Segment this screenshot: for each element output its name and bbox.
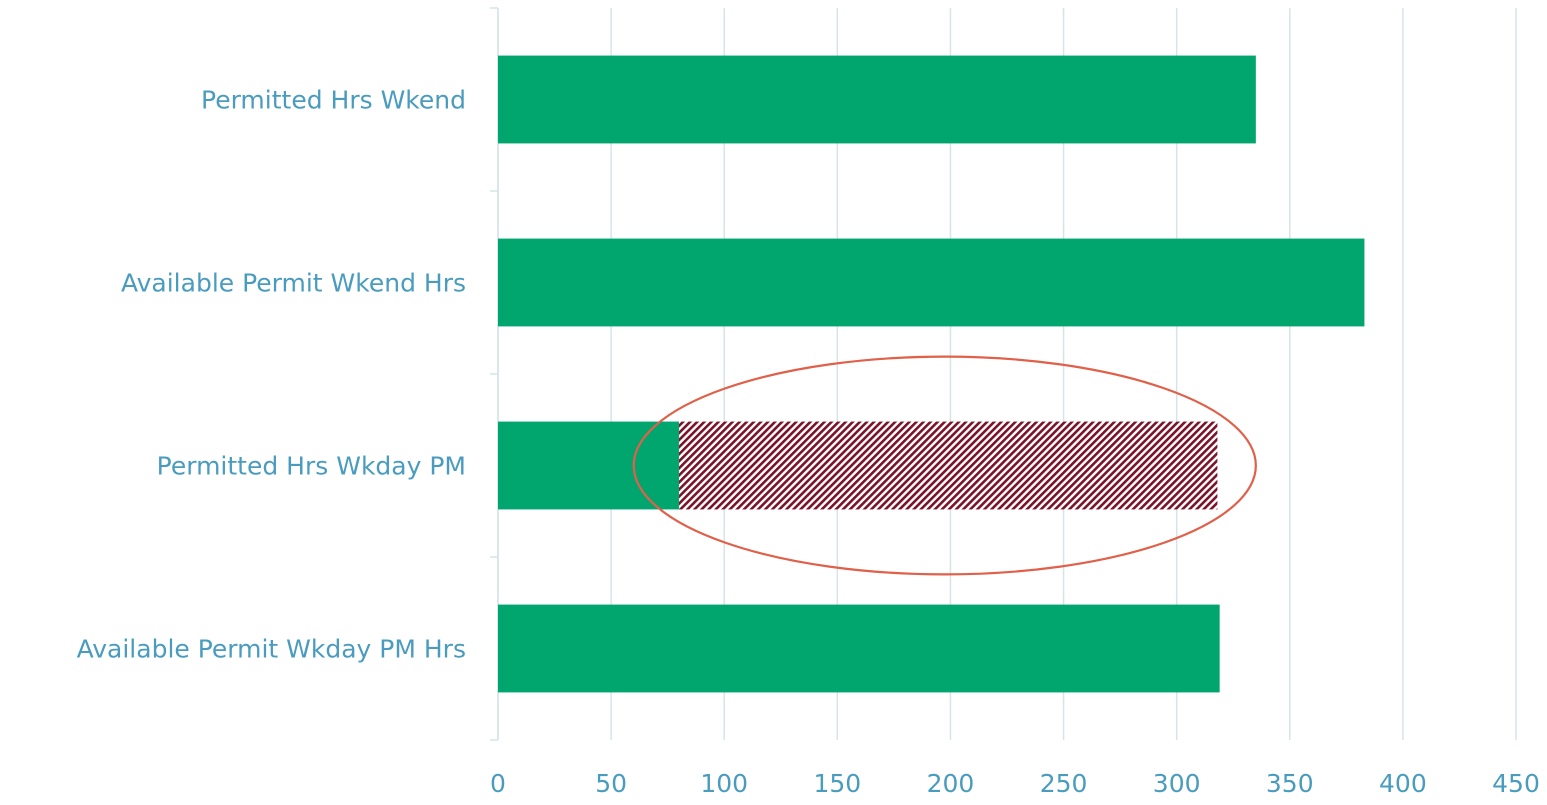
x-tick-label-350: 350	[1266, 769, 1314, 798]
bars-layer	[498, 55, 1365, 693]
bar-0-2	[498, 421, 679, 510]
bar-1-2	[678, 421, 1218, 510]
category-label-3: Available Permit Wkday PM Hrs	[77, 635, 466, 664]
x-tick-label-300: 300	[1153, 769, 1201, 798]
labels-layer: 0 50 100 150 200 250 300 350 400 450 Permitted Hrs…	[77, 86, 1540, 799]
x-tick-label-150: 150	[813, 769, 861, 798]
annotation-ellipse-0	[632, 355, 1257, 576]
x-tick-label-450: 450	[1492, 769, 1540, 798]
x-tick-label-200: 200	[927, 769, 975, 798]
x-tick-label-0: 0	[490, 769, 506, 798]
x-tick-label-50: 50	[595, 769, 627, 798]
x-tick-label-400: 400	[1379, 769, 1427, 798]
category-label-2: Permitted Hrs Wkday PM	[157, 452, 466, 481]
category-label-1: Available Permit Wkend Hrs	[121, 269, 466, 298]
x-tick-label-100: 100	[700, 769, 748, 798]
category-label-0: Permitted Hrs Wkend	[201, 86, 466, 115]
x-tick-label-250: 250	[1040, 769, 1088, 798]
bar-0-3	[498, 604, 1220, 693]
annotation-layer	[632, 355, 1257, 576]
bar-0-1	[498, 238, 1365, 327]
bar-0-0	[498, 55, 1256, 144]
